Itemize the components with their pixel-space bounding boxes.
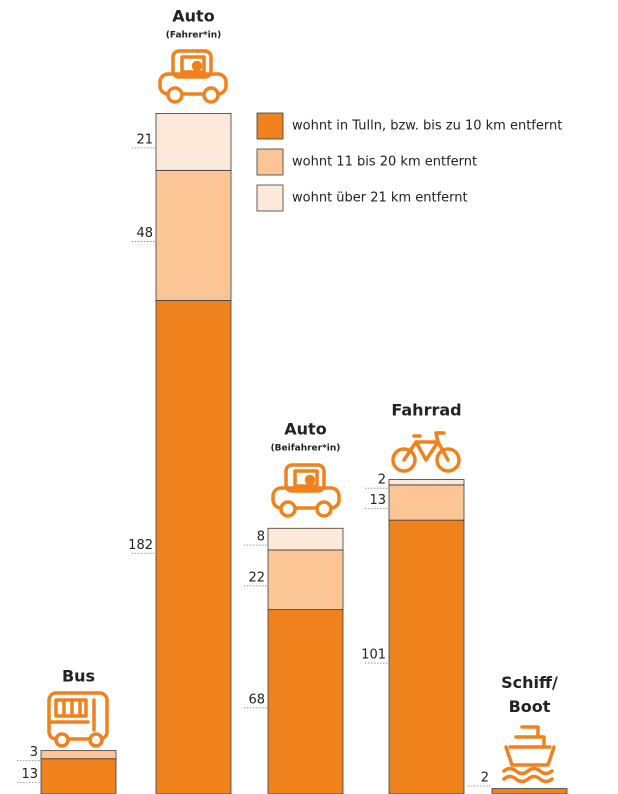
bar-segment bbox=[155, 113, 232, 171]
category-note: (Beifahrer*in) bbox=[271, 444, 341, 454]
bar-segment bbox=[40, 758, 117, 794]
value-label: 2 bbox=[378, 473, 386, 488]
legend-swatch bbox=[256, 112, 284, 140]
value-label: 68 bbox=[248, 692, 265, 707]
category-label: Bus bbox=[62, 667, 95, 686]
value-label: 48 bbox=[136, 226, 153, 241]
bar-segment bbox=[388, 519, 465, 794]
value-label: 3 bbox=[30, 745, 38, 760]
category-label: Auto bbox=[172, 7, 214, 26]
value-label: 21 bbox=[136, 132, 153, 147]
value-label: 101 bbox=[361, 648, 386, 663]
bar-segment bbox=[40, 750, 117, 760]
ship-icon bbox=[502, 725, 556, 784]
value-label: 2 bbox=[481, 771, 489, 786]
bar-segment bbox=[155, 169, 232, 301]
bar-segment bbox=[155, 300, 232, 794]
category-label-line: Boot bbox=[509, 697, 551, 716]
bar-segment bbox=[267, 609, 344, 794]
bar-segment bbox=[388, 484, 465, 521]
value-label: 13 bbox=[21, 767, 38, 782]
legend-swatch bbox=[256, 148, 284, 176]
legend-label: wohnt in Tulln, bzw. bis zu 10 km entfer… bbox=[292, 119, 562, 134]
bar-segment bbox=[388, 479, 465, 486]
bar-segment bbox=[267, 527, 344, 551]
category-label-line: Schiff/ bbox=[501, 673, 558, 692]
car-icon bbox=[271, 463, 341, 518]
category-label: Auto bbox=[284, 420, 326, 439]
category-note: (Fahrer*in) bbox=[166, 31, 222, 41]
car-icon bbox=[158, 49, 228, 104]
bar-segment bbox=[491, 788, 568, 794]
category-label: Schiff/Boot bbox=[501, 673, 558, 716]
legend-label: wohnt 11 bis 20 km entfernt bbox=[292, 155, 477, 170]
bar-segment bbox=[267, 549, 344, 611]
value-label: 8 bbox=[257, 530, 265, 545]
bike-icon bbox=[391, 431, 461, 473]
legend-swatch bbox=[256, 184, 284, 212]
legend-label: wohnt über 21 km entfernt bbox=[292, 191, 468, 206]
value-label: 13 bbox=[369, 493, 386, 508]
value-label: 22 bbox=[248, 570, 265, 585]
category-label: Fahrrad bbox=[391, 401, 461, 420]
value-label: 182 bbox=[128, 538, 153, 553]
bus-icon bbox=[47, 691, 109, 748]
